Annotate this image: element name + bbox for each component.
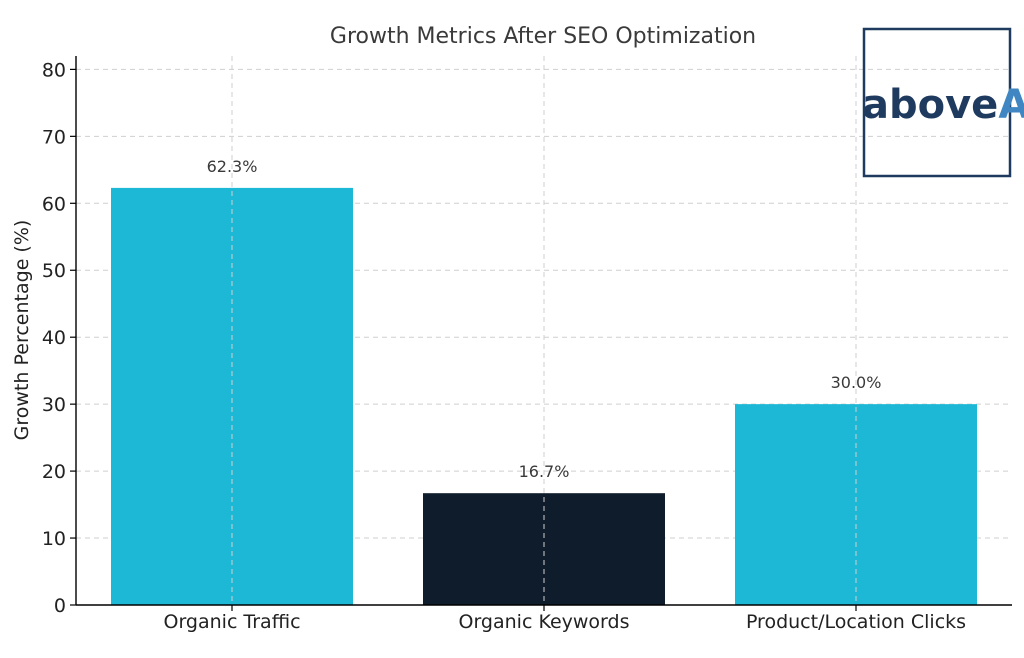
logo-text-above: above xyxy=(862,82,998,128)
bar-2 xyxy=(423,493,665,605)
vertical-grid xyxy=(231,56,857,605)
logo-frame xyxy=(862,27,1012,178)
x-axis-categories: Organic Traffic Organic Keywords Product/L… xyxy=(163,605,966,633)
y-axis-ticks: 0 10 20 30 40 50 60 70 80 xyxy=(42,59,76,617)
y-tick-label: 50 xyxy=(42,260,66,282)
chart-title: Growth Metrics After SEO Optimization xyxy=(330,24,756,49)
x-tick-label: Organic Keywords xyxy=(459,611,630,633)
bar-value-label: 16.7% xyxy=(519,462,570,481)
y-tick-label: 0 xyxy=(54,595,66,617)
y-tick-label: 40 xyxy=(42,327,66,349)
x-tick-label: Product/Location Clicks xyxy=(746,611,966,633)
y-tick-label: 30 xyxy=(42,394,66,416)
abovea-logo: aboveA xyxy=(862,27,1024,178)
y-tick-label: 10 xyxy=(42,528,66,550)
y-tick-label: 70 xyxy=(42,126,66,148)
y-axis-label: Growth Percentage (%) xyxy=(11,220,33,441)
x-tick-label: Organic Traffic xyxy=(163,611,300,633)
y-tick-label: 20 xyxy=(42,461,66,483)
y-tick-label: 80 xyxy=(42,59,66,81)
logo-text: aboveA xyxy=(862,82,1024,128)
data-labels: 62.3% 16.7% 30.0% xyxy=(207,157,882,481)
bar-value-label: 62.3% xyxy=(207,157,258,176)
bar-value-label: 30.0% xyxy=(831,373,882,392)
y-tick-label: 60 xyxy=(42,193,66,215)
logo-text-a: A xyxy=(998,82,1024,128)
